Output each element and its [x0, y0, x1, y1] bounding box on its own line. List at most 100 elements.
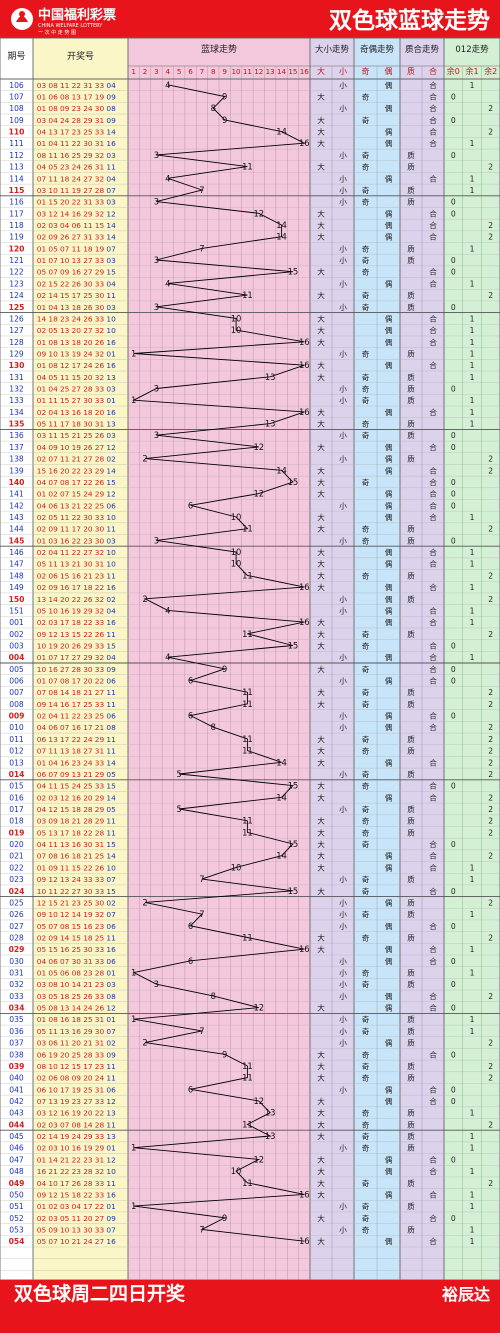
red-ball: 08 [72, 1120, 82, 1129]
red-ball: 17 [83, 723, 93, 732]
red-ball: 25 [83, 700, 93, 709]
mod-mark: 0 [451, 1050, 456, 1059]
size-mark: 大 [317, 629, 325, 639]
prime-mark: 合 [429, 886, 437, 896]
size-mark: 大 [317, 92, 325, 102]
red-ball: 12 [60, 1062, 69, 1071]
blue-trend-mark: 3 [154, 255, 159, 265]
red-ball: 32 [95, 174, 104, 183]
blue-trend-mark: 11 [242, 932, 253, 942]
table-row: 147 05 11 13 21 30 31 10 大偶合 1 [9, 559, 474, 569]
red-ball: 15 [48, 198, 58, 207]
red-ball: 05 [48, 326, 58, 335]
red-ball: 18 [83, 244, 93, 253]
red-ball: 20 [83, 793, 93, 802]
red-ball: 31 [95, 840, 105, 849]
red-ball: 01 [37, 244, 47, 253]
issue-number: 133 [9, 396, 24, 405]
red-ball: 27 [83, 548, 93, 557]
size-mark: 小 [339, 968, 347, 978]
red-ball: 23 [72, 128, 82, 137]
red-ball: 24 [83, 104, 93, 113]
prime-mark: 合 [429, 652, 437, 662]
red-ball: 11 [48, 560, 58, 569]
table-row: 110 04 13 17 23 25 33 14 大偶合 2 [9, 127, 494, 137]
blue-ball: 10 [106, 560, 116, 569]
parity-mark: 奇 [362, 734, 370, 744]
blue-ball: 16 [106, 139, 116, 148]
red-ball: 06 [48, 93, 58, 102]
red-ball: 02 [37, 408, 46, 417]
red-ball: 07 [48, 1237, 58, 1246]
red-ball: 03 [60, 1202, 70, 1211]
issue-number: 029 [9, 945, 25, 954]
parity-mark: 奇 [362, 769, 370, 779]
prime-mark: 合 [429, 1096, 437, 1106]
blue-ball: 12 [106, 1004, 115, 1013]
red-ball: 24 [83, 758, 93, 767]
header-parity: 奇偶走势 [360, 44, 395, 55]
blue-trend-mark: 6 [188, 711, 193, 721]
blue-ball: 02 [106, 595, 115, 604]
mod-mark: 2 [488, 817, 493, 826]
prime-mark: 质 [407, 395, 415, 405]
prime-mark: 质 [407, 243, 415, 253]
blue-trend-mark: 11 [242, 1061, 253, 1071]
red-ball: 25 [95, 712, 105, 721]
red-ball: 17 [72, 700, 82, 709]
mod-mark: 1 [470, 1109, 475, 1118]
red-ball: 21 [72, 1237, 82, 1246]
issue-number: 140 [9, 478, 25, 487]
issue-number: 136 [9, 431, 24, 440]
red-ball: 29 [83, 653, 93, 662]
parity-mark: 偶 [385, 676, 393, 686]
blue-trend-mark: 13 [265, 1131, 276, 1141]
red-ball: 04 [48, 548, 58, 557]
table-row: 121 01 07 10 13 27 33 03 小 奇 质 0 [9, 255, 456, 265]
red-ball: 16 [72, 408, 82, 417]
red-ball: 13 [72, 93, 82, 102]
prime-mark: 质 [407, 687, 415, 697]
prime-mark: 合 [429, 862, 437, 872]
blue-ball: 16 [106, 945, 116, 954]
blue-trend-mark: 8 [211, 722, 216, 732]
issue-number: 045 [9, 1132, 24, 1141]
blue-trend-mark: 10 [231, 313, 242, 323]
table-row: 135 05 11 17 18 30 31 13 大奇质 1 [9, 419, 475, 429]
red-ball: 04 [37, 478, 47, 487]
red-ball: 18 [60, 174, 70, 183]
mod-mark: 1 [470, 279, 475, 288]
blue-number-header: 5 [177, 67, 182, 76]
red-ball: 12 [48, 630, 57, 639]
red-ball: 05 [48, 163, 58, 172]
size-mark: 大 [317, 1049, 325, 1059]
red-ball: 32 [95, 606, 104, 615]
red-ball: 13 [60, 560, 70, 569]
red-ball: 26 [83, 163, 93, 172]
prime-mark: 合 [429, 407, 437, 417]
red-ball: 09 [60, 268, 70, 277]
blue-ball: 04 [106, 653, 116, 662]
blue-trend-mark: 2 [142, 454, 147, 464]
mod-mark: 1 [470, 1027, 475, 1036]
blue-ball: 10 [106, 326, 116, 335]
blue-ball: 09 [106, 1050, 116, 1059]
prime-mark: 质 [407, 1224, 415, 1234]
mod-mark: 2 [488, 933, 493, 942]
issue-number: 039 [9, 1062, 25, 1071]
table-row: 126 14 18 23 24 26 33 10 大偶合 1 [9, 313, 474, 323]
red-ball: 27 [95, 1214, 105, 1223]
red-ball: 13 [60, 630, 70, 639]
mod-mark: 2 [488, 1179, 493, 1188]
mod-mark: 1 [470, 1144, 475, 1153]
red-ball: 27 [83, 174, 93, 183]
red-ball: 33 [95, 618, 105, 627]
table-row: 039 08 10 12 15 17 23 11 大奇质 2 [9, 1061, 494, 1071]
red-ball: 22 [83, 863, 92, 872]
blue-trend-mark: 14 [276, 757, 287, 767]
blue-ball: 07 [106, 186, 116, 195]
red-ball: 29 [95, 805, 105, 814]
red-ball: 25 [83, 898, 93, 907]
mod-mark: 1 [470, 945, 475, 954]
red-ball: 26 [95, 863, 105, 872]
